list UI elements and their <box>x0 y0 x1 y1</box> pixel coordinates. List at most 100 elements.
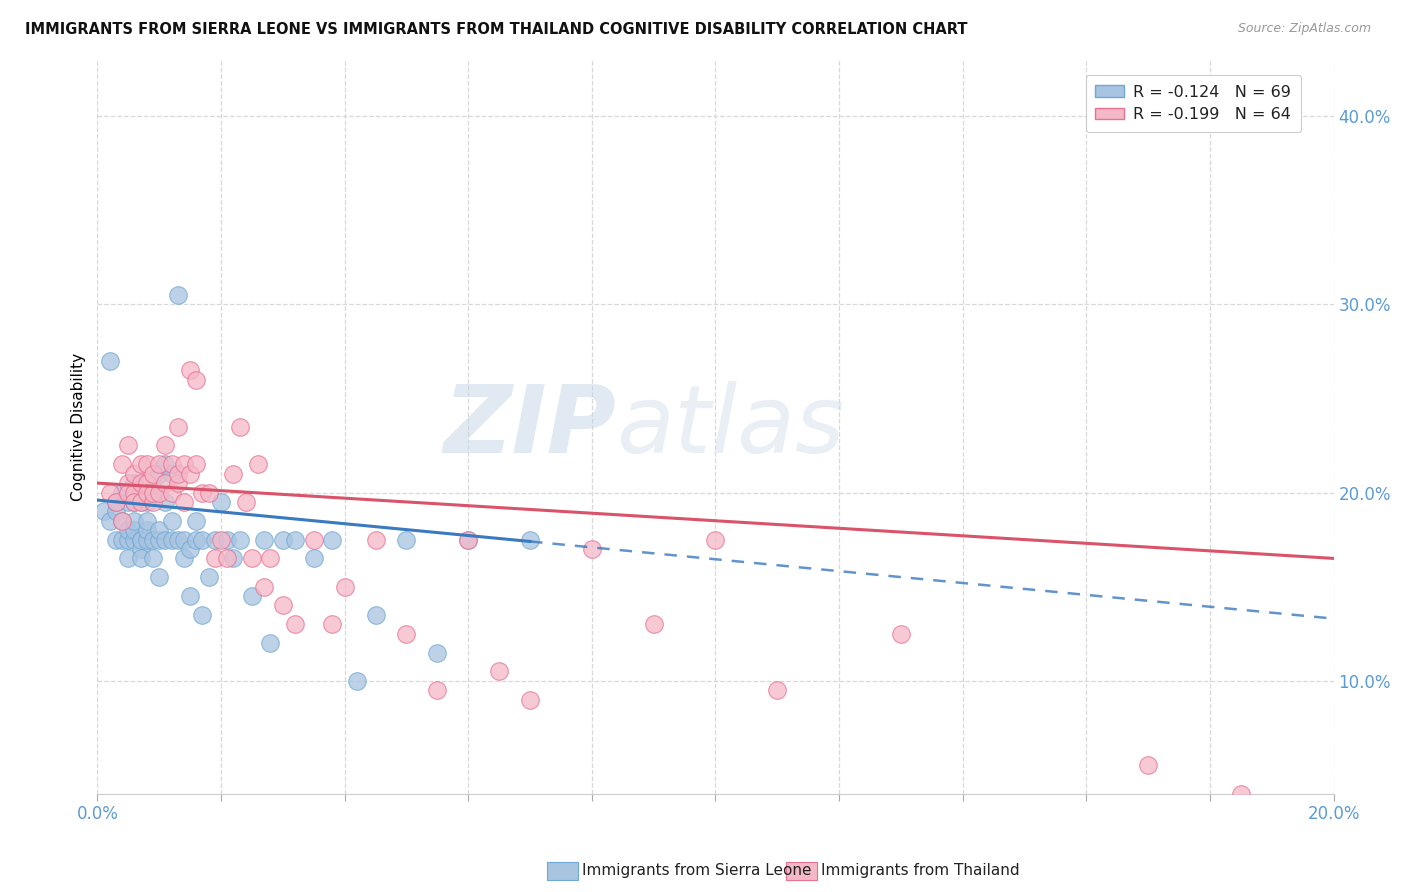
Point <box>124 485 146 500</box>
Point <box>228 419 250 434</box>
Point <box>155 495 177 509</box>
Point <box>890 626 912 640</box>
Point <box>111 514 134 528</box>
Point <box>129 551 152 566</box>
Point <box>457 533 479 547</box>
Point <box>240 551 263 566</box>
Point <box>135 495 157 509</box>
Point <box>124 467 146 481</box>
Point <box>117 495 139 509</box>
Point <box>117 523 139 537</box>
Point <box>581 541 603 556</box>
Point <box>217 533 239 547</box>
Point <box>191 607 214 622</box>
Point <box>217 551 239 566</box>
Point <box>186 533 208 547</box>
Point <box>111 514 134 528</box>
Point <box>209 533 232 547</box>
Point <box>160 457 183 471</box>
Point <box>228 533 250 547</box>
Point <box>271 599 294 613</box>
Point <box>98 514 121 528</box>
Point <box>643 617 665 632</box>
Point <box>204 551 226 566</box>
Point <box>142 485 165 500</box>
Point <box>111 457 134 471</box>
Point <box>160 533 183 547</box>
Point <box>173 533 195 547</box>
Point <box>364 533 387 547</box>
Point <box>129 495 152 509</box>
Point <box>135 457 157 471</box>
Legend: R = -0.124   N = 69, R = -0.199   N = 64: R = -0.124 N = 69, R = -0.199 N = 64 <box>1085 75 1301 132</box>
Point <box>235 495 257 509</box>
Point <box>457 533 479 547</box>
Point <box>395 533 418 547</box>
Text: ZIP: ZIP <box>444 381 617 473</box>
Point <box>488 665 510 679</box>
Point <box>155 476 177 491</box>
Point <box>253 533 276 547</box>
Point <box>247 457 270 471</box>
Point <box>179 541 201 556</box>
Y-axis label: Cognitive Disability: Cognitive Disability <box>72 352 86 500</box>
Point <box>135 533 157 547</box>
Point <box>186 514 208 528</box>
Point <box>135 514 157 528</box>
Point <box>395 626 418 640</box>
Point <box>111 485 134 500</box>
Point <box>98 353 121 368</box>
Point <box>166 467 188 481</box>
Point <box>117 533 139 547</box>
Point <box>186 457 208 471</box>
Point <box>142 467 165 481</box>
Point <box>142 551 165 566</box>
Point <box>117 476 139 491</box>
Point <box>197 570 219 584</box>
Point <box>148 533 170 547</box>
Point <box>104 495 127 509</box>
Point <box>191 533 214 547</box>
Point <box>240 589 263 603</box>
Point <box>426 683 449 698</box>
Point <box>117 438 139 452</box>
Point <box>98 485 121 500</box>
Point <box>173 495 195 509</box>
Point <box>142 485 165 500</box>
Point <box>704 533 727 547</box>
Point <box>124 514 146 528</box>
Text: Immigrants from Sierra Leone: Immigrants from Sierra Leone <box>582 863 811 878</box>
Point <box>124 495 146 509</box>
Point <box>364 607 387 622</box>
Point <box>129 533 152 547</box>
Point <box>93 504 115 518</box>
Point <box>129 541 152 556</box>
Point <box>135 476 157 491</box>
Text: Immigrants from Thailand: Immigrants from Thailand <box>821 863 1019 878</box>
Point <box>129 533 152 547</box>
Point <box>191 485 214 500</box>
Point <box>155 438 177 452</box>
Point <box>259 636 281 650</box>
Point <box>222 467 245 481</box>
Point <box>129 457 152 471</box>
Point <box>1230 787 1253 801</box>
Point <box>155 457 177 471</box>
Point <box>166 288 188 302</box>
Point <box>179 589 201 603</box>
Point <box>519 533 541 547</box>
Point <box>333 580 356 594</box>
Point <box>160 467 183 481</box>
Point <box>117 485 139 500</box>
Text: Source: ZipAtlas.com: Source: ZipAtlas.com <box>1237 22 1371 36</box>
Point <box>426 646 449 660</box>
Point <box>302 533 325 547</box>
Text: atlas: atlas <box>617 381 845 472</box>
Point <box>166 533 188 547</box>
Point <box>284 533 307 547</box>
Point <box>148 485 170 500</box>
Point <box>302 551 325 566</box>
Point <box>135 485 157 500</box>
Point <box>129 495 152 509</box>
Point <box>519 692 541 706</box>
